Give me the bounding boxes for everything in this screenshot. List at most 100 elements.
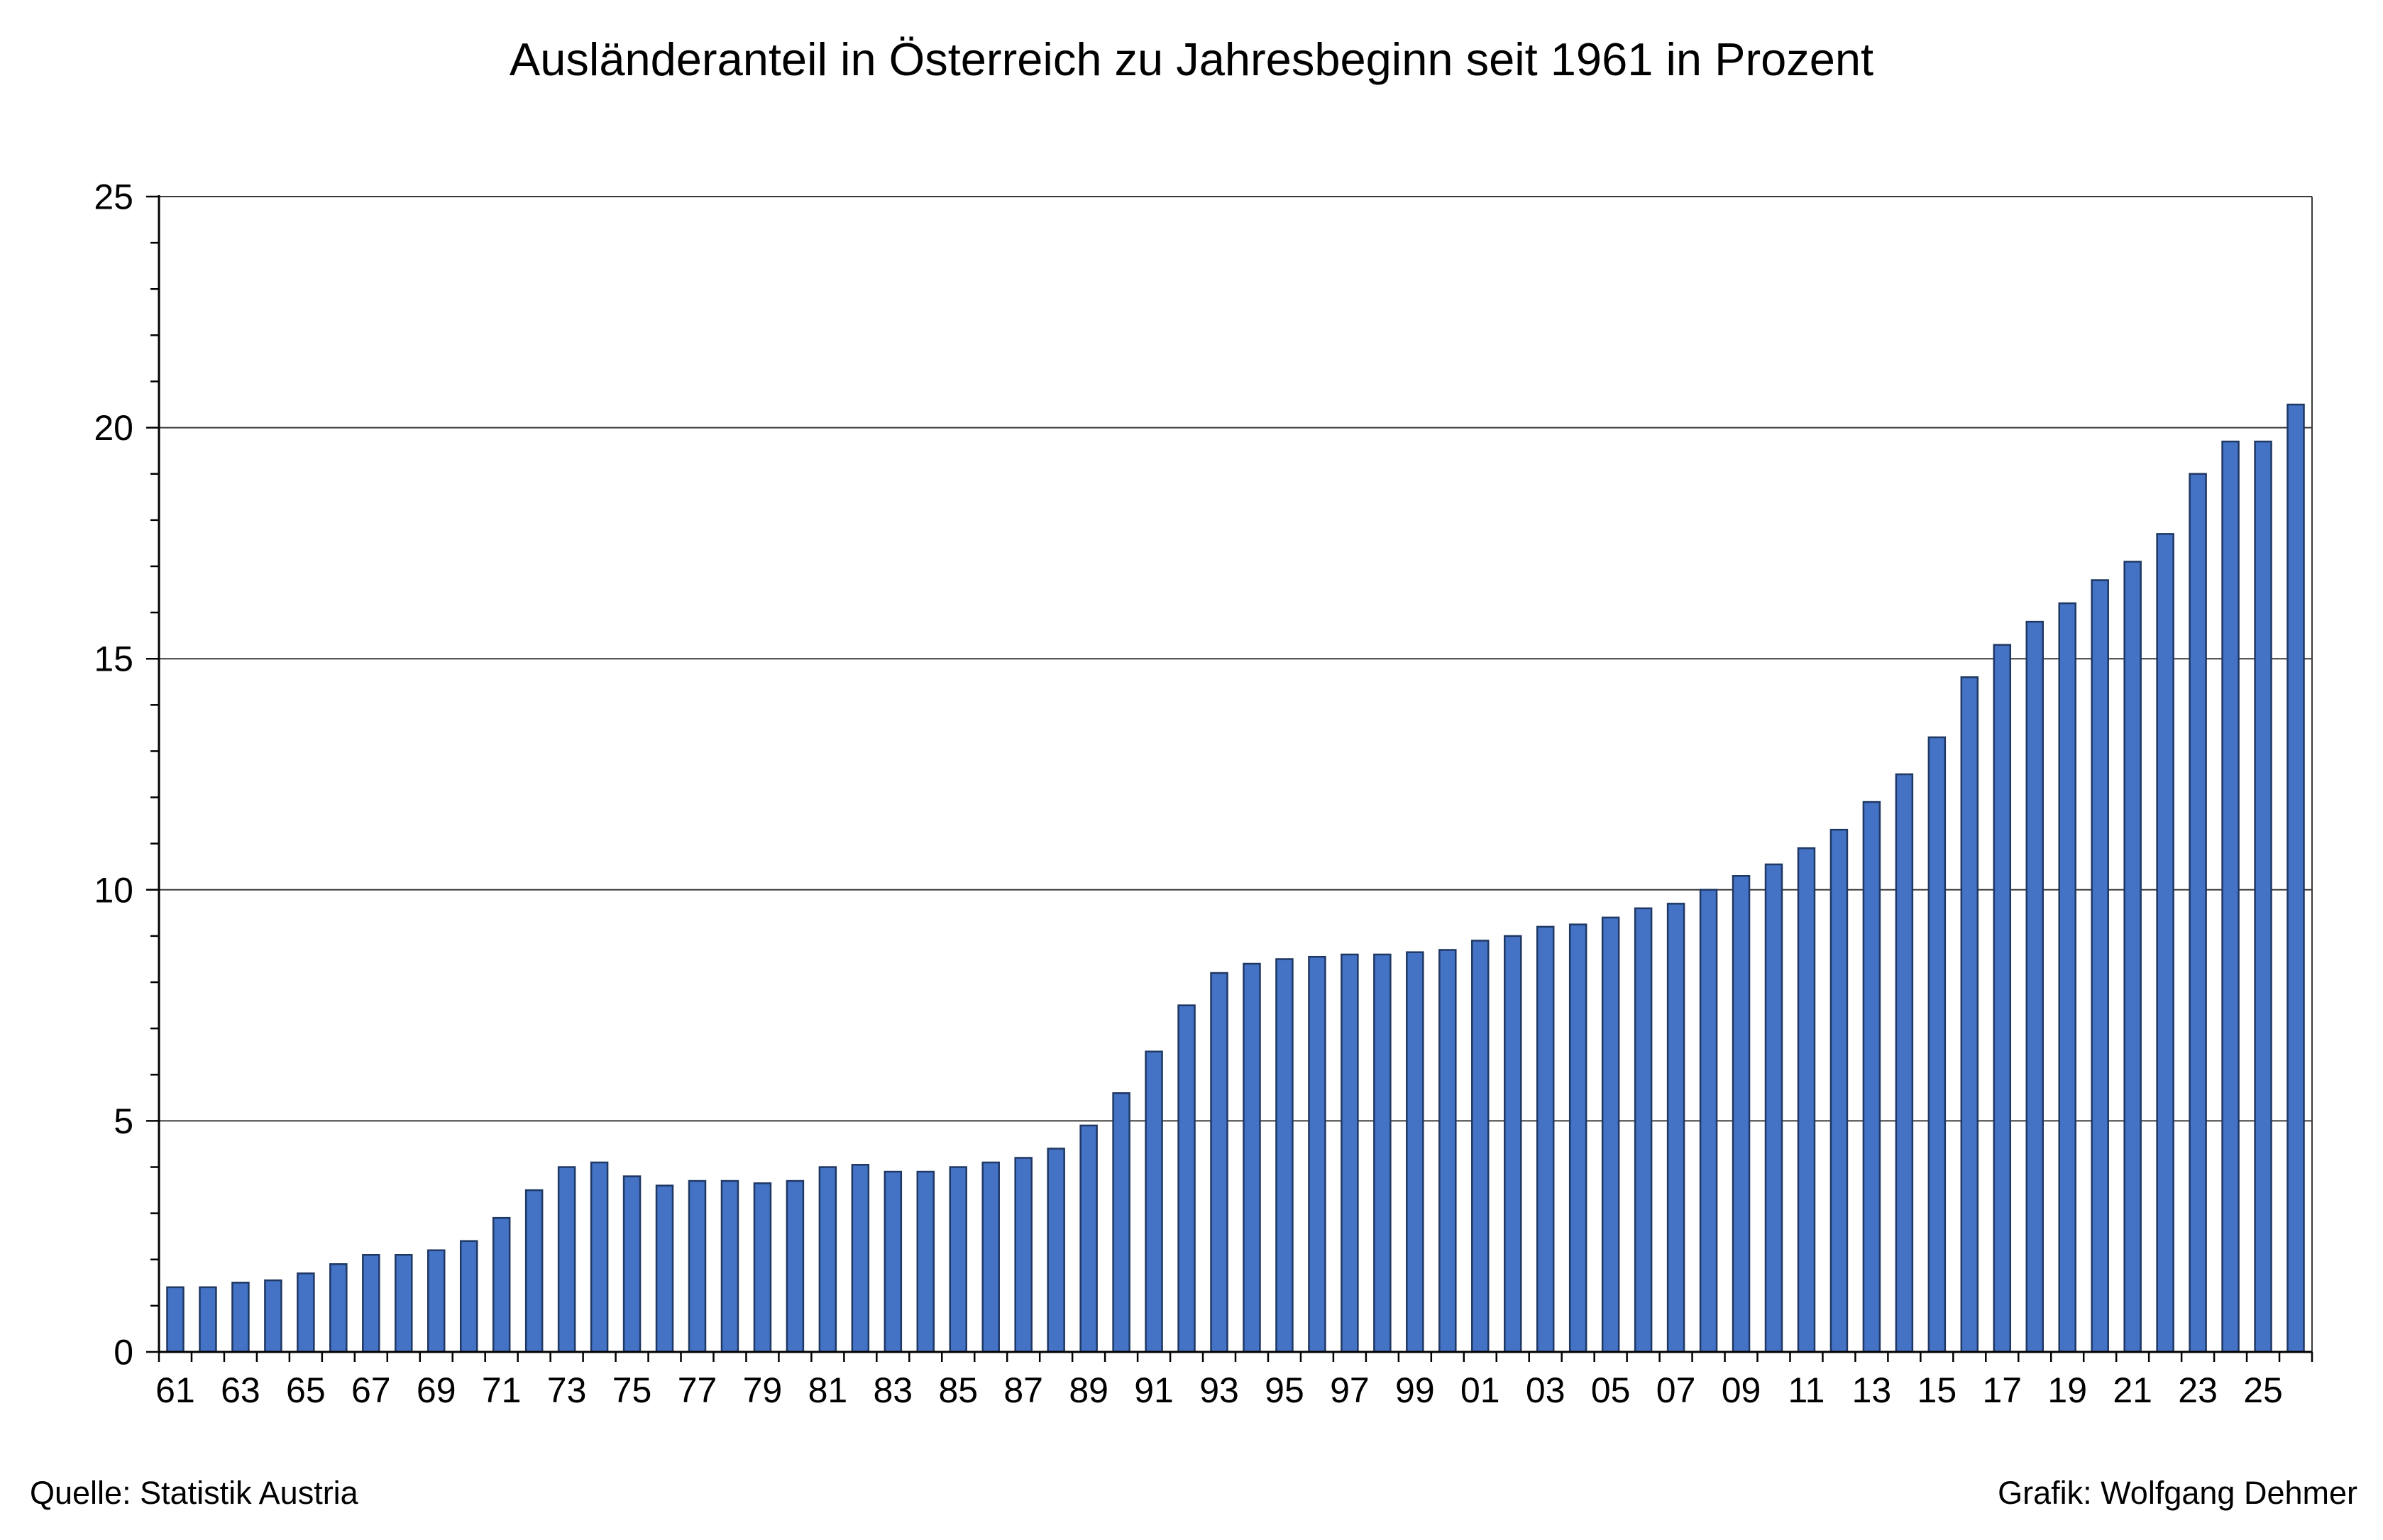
bar-06 — [1634, 907, 1653, 1353]
y-tick-label-15: 15 — [94, 639, 133, 679]
bar-16 — [1960, 676, 1979, 1353]
y-tick-label-10: 10 — [94, 870, 133, 910]
bar-92 — [1177, 1004, 1196, 1353]
x-tick-label-03: 03 — [1526, 1370, 1565, 1410]
y-tick-label-25: 25 — [94, 177, 133, 217]
bar-07 — [1666, 903, 1685, 1353]
credit-caption: Grafik: Wolfgang Dehmer — [1998, 1475, 2357, 1511]
bar-00 — [1438, 949, 1457, 1353]
bar-67 — [362, 1253, 380, 1353]
y-tick-label-0: 0 — [114, 1333, 133, 1373]
bar-89 — [1079, 1124, 1098, 1353]
bar-21 — [2123, 561, 2142, 1353]
y-tick-label-20: 20 — [94, 408, 133, 448]
bar-09 — [1732, 875, 1751, 1353]
x-tick-label-65: 65 — [286, 1370, 326, 1410]
bar-91 — [1145, 1050, 1163, 1353]
x-tick-label-83: 83 — [874, 1370, 913, 1410]
bar-87 — [1014, 1157, 1033, 1353]
bar-14 — [1895, 773, 1914, 1353]
x-tick-label-79: 79 — [743, 1370, 783, 1410]
bar-68 — [395, 1253, 413, 1353]
bar-65 — [297, 1272, 315, 1353]
x-tick-label-81: 81 — [808, 1370, 848, 1410]
bar-85 — [949, 1166, 968, 1353]
bar-76 — [655, 1184, 674, 1353]
x-tick-label-87: 87 — [1003, 1370, 1043, 1410]
x-tick-label-25: 25 — [2243, 1370, 2283, 1410]
x-tick-label-19: 19 — [2047, 1370, 2087, 1410]
x-tick-label-61: 61 — [155, 1370, 195, 1410]
bar-22 — [2156, 533, 2174, 1353]
bar-12 — [1829, 828, 1849, 1353]
bar-84 — [916, 1170, 935, 1353]
bar-05 — [1601, 916, 1620, 1353]
bar-94 — [1243, 962, 1261, 1353]
bar-25 — [2254, 440, 2272, 1353]
bar-97 — [1341, 953, 1359, 1353]
bar-79 — [753, 1182, 772, 1353]
bar-03 — [1536, 925, 1555, 1353]
bar-02 — [1503, 935, 1522, 1353]
x-tick-label-07: 07 — [1656, 1370, 1696, 1410]
bar-78 — [720, 1179, 739, 1353]
bar-08 — [1699, 889, 1718, 1353]
chart-title: Ausländeranteil in Österreich zu Jahresb… — [509, 33, 1874, 85]
bar-69 — [426, 1249, 446, 1353]
bar-90 — [1112, 1092, 1130, 1353]
x-tick-label-97: 97 — [1330, 1370, 1370, 1410]
bar-01 — [1471, 940, 1490, 1353]
bar-20 — [2091, 579, 2109, 1353]
x-tick-label-77: 77 — [678, 1370, 717, 1410]
bar-99 — [1406, 951, 1424, 1353]
x-tick-label-99: 99 — [1395, 1370, 1435, 1410]
bar-96 — [1308, 955, 1326, 1353]
x-tick-label-15: 15 — [1917, 1370, 1957, 1410]
x-tick-label-13: 13 — [1852, 1370, 1892, 1410]
bar-64 — [264, 1279, 282, 1353]
bar-80 — [786, 1179, 805, 1353]
bar-62 — [199, 1286, 217, 1353]
y-tick-label-5: 5 — [114, 1101, 133, 1141]
x-tick-label-01: 01 — [1460, 1370, 1500, 1410]
x-tick-label-73: 73 — [547, 1370, 587, 1410]
bar-72 — [524, 1189, 544, 1353]
x-tick-label-91: 91 — [1134, 1370, 1174, 1410]
bar-26 — [2286, 403, 2305, 1353]
bar-13 — [1862, 801, 1881, 1353]
bar-71 — [492, 1216, 511, 1353]
bar-81 — [818, 1166, 837, 1353]
bar-63 — [231, 1282, 250, 1353]
bar-88 — [1047, 1148, 1065, 1353]
x-tick-label-85: 85 — [938, 1370, 978, 1410]
x-tick-label-67: 67 — [351, 1370, 391, 1410]
bar-11 — [1797, 847, 1816, 1353]
bar-23 — [2189, 473, 2207, 1353]
bar-98 — [1373, 953, 1392, 1353]
bar-66 — [329, 1263, 348, 1353]
x-tick-label-63: 63 — [221, 1370, 260, 1410]
bar-70 — [459, 1240, 478, 1353]
bar-75 — [622, 1175, 642, 1353]
x-tick-label-21: 21 — [2113, 1370, 2152, 1410]
bar-61 — [166, 1286, 185, 1353]
bar-10 — [1764, 863, 1783, 1353]
x-tick-label-05: 05 — [1591, 1370, 1631, 1410]
bar-74 — [590, 1161, 609, 1353]
source-caption: Quelle: Statistik Austria — [30, 1475, 358, 1511]
bar-86 — [981, 1161, 1000, 1353]
bar-82 — [851, 1164, 870, 1353]
bar-73 — [557, 1166, 576, 1353]
bar-04 — [1568, 923, 1587, 1353]
x-tick-label-75: 75 — [612, 1370, 652, 1410]
bar-15 — [1927, 736, 1947, 1353]
x-tick-label-23: 23 — [2178, 1370, 2218, 1410]
x-tick-label-09: 09 — [1722, 1370, 1761, 1410]
bar-18 — [2025, 620, 2044, 1353]
bar-24 — [2221, 440, 2240, 1353]
x-tick-label-95: 95 — [1265, 1370, 1304, 1410]
bar-93 — [1210, 972, 1228, 1353]
bar-77 — [688, 1179, 707, 1353]
